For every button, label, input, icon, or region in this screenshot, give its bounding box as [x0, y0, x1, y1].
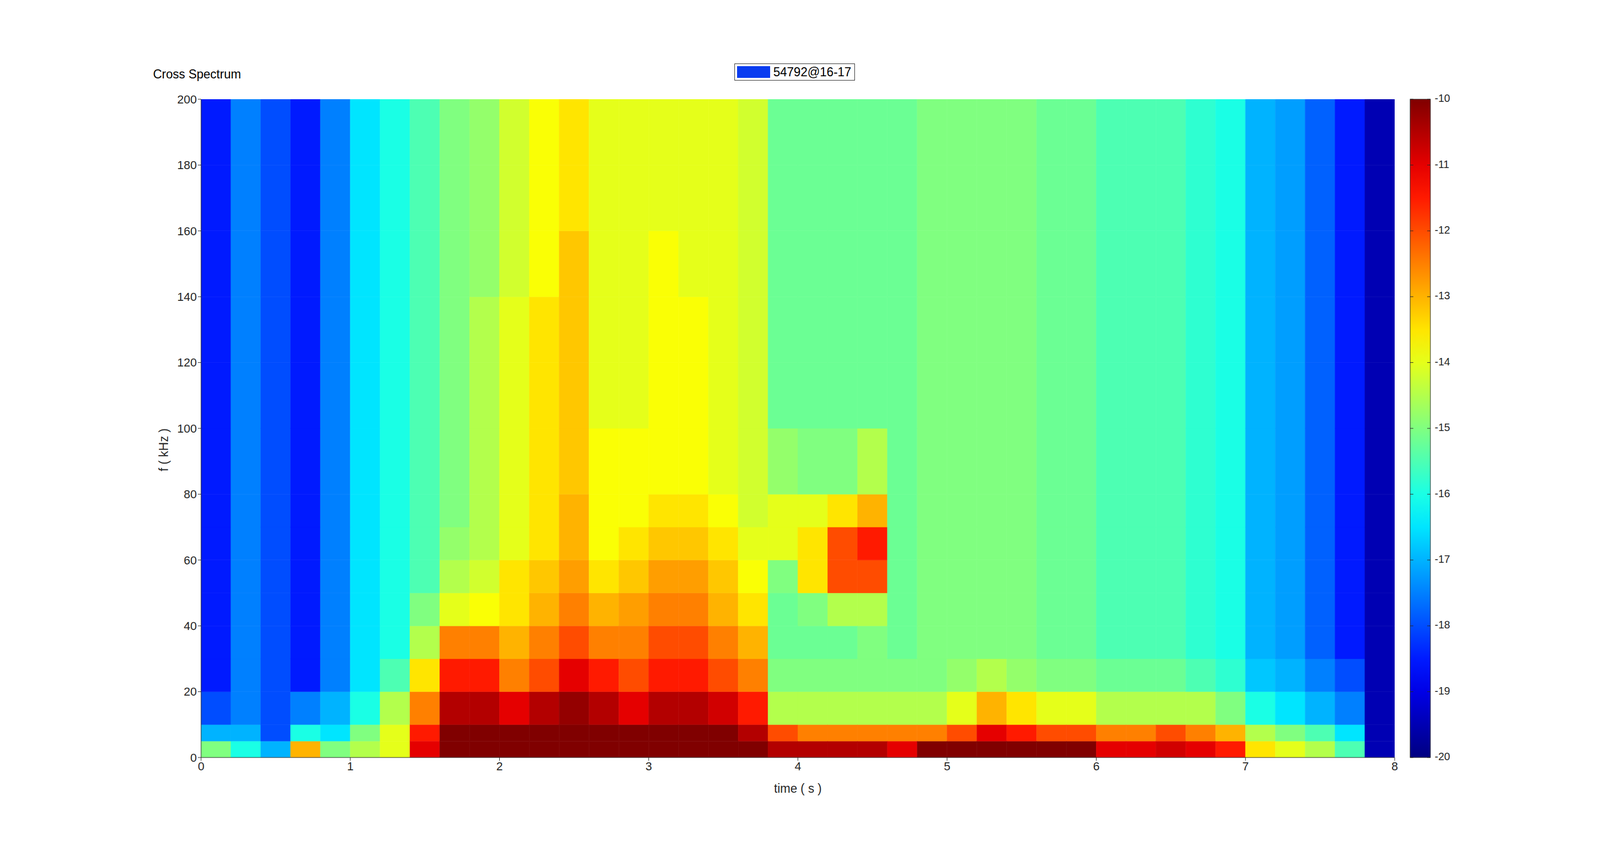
- svg-text:180: 180: [177, 158, 197, 172]
- html-text:Cross Spectrum: Cross Spectrum: [153, 67, 242, 82]
- svg-text:-12: -12: [1434, 224, 1451, 236]
- svg-text:4: 4: [794, 759, 802, 773]
- svg-text:0: 0: [197, 759, 205, 773]
- svg-text:40: 40: [184, 619, 197, 633]
- svg-text:-20: -20: [1434, 750, 1451, 763]
- svg-text:-11: -11: [1434, 158, 1450, 171]
- svg-text:-13: -13: [1434, 289, 1451, 302]
- svg-text:140: 140: [177, 290, 197, 304]
- svg-text:-18: -18: [1434, 618, 1451, 631]
- svg-text:7: 7: [1242, 759, 1249, 773]
- svg-text:1: 1: [347, 759, 354, 773]
- svg-text:-14: -14: [1434, 355, 1451, 368]
- svg-text:-16: -16: [1434, 487, 1451, 500]
- svg-text:200: 200: [177, 92, 197, 107]
- svg-text:80: 80: [184, 487, 197, 501]
- svg-text:3: 3: [645, 759, 652, 773]
- svg-text:-10: -10: [1434, 92, 1451, 104]
- svg-text:8: 8: [1391, 759, 1398, 773]
- svg-text:120: 120: [177, 355, 197, 370]
- html-text:54792@16-17: 54792@16-17: [773, 64, 852, 79]
- svg-text:60: 60: [184, 553, 197, 567]
- svg-text:160: 160: [177, 224, 197, 238]
- svg-text:-15: -15: [1434, 421, 1451, 434]
- svg-text:5: 5: [944, 759, 951, 773]
- svg-text:2: 2: [496, 759, 503, 773]
- svg-text:20: 20: [184, 684, 197, 699]
- svg-text:100: 100: [177, 421, 197, 436]
- svg-text:6: 6: [1092, 759, 1100, 773]
- svg-text:time ( s ): time ( s ): [773, 781, 822, 796]
- svg-text:f ( kHz ): f ( kHz ): [156, 428, 171, 472]
- svg-text:-17: -17: [1434, 553, 1451, 565]
- svg-text:0: 0: [190, 750, 197, 765]
- svg-text:-19: -19: [1434, 684, 1451, 697]
